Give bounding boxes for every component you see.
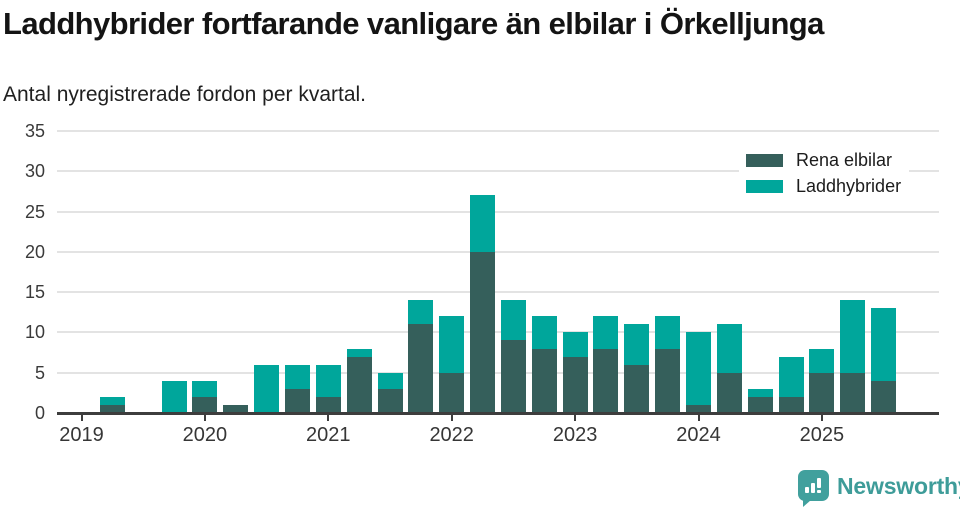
legend-label: Laddhybrider	[796, 175, 902, 196]
bar-segment-rena-elbilar	[778, 396, 804, 413]
bar-segment-rena-elbilar	[223, 404, 249, 413]
y-axis-tick-label: 5	[34, 362, 45, 383]
bar-segment-laddhybrider	[346, 348, 372, 357]
bar-segment-rena-elbilar	[809, 372, 835, 413]
bar-segment-laddhybrider	[747, 388, 773, 397]
legend-swatch-rena-elbilar	[746, 153, 783, 167]
logo-exclamation-stem-icon	[817, 478, 821, 488]
bar-segment-laddhybrider	[562, 332, 588, 357]
bar-segment-rena-elbilar	[500, 340, 526, 413]
bar-segment-rena-elbilar	[439, 372, 465, 413]
legend: Rena elbilar Laddhybrider	[739, 145, 910, 202]
bar-segment-rena-elbilar	[346, 356, 372, 413]
bar-segment-rena-elbilar	[593, 348, 619, 413]
bar-segment-laddhybrider	[624, 324, 650, 365]
x-axis-tick	[574, 414, 577, 421]
bar-segment-rena-elbilar	[747, 396, 773, 413]
bar-segment-rena-elbilar	[624, 364, 650, 413]
bar-segment-rena-elbilar	[655, 348, 681, 413]
y-axis-tick-label: 20	[24, 241, 45, 262]
bar-segment-rena-elbilar	[315, 396, 341, 413]
bar-segment-laddhybrider	[840, 300, 866, 373]
bar-segment-laddhybrider	[284, 364, 310, 389]
logo-exclamation-dot-icon	[817, 490, 821, 493]
bar-segment-laddhybrider	[254, 364, 280, 413]
bar-segment-laddhybrider	[593, 316, 619, 349]
bar-segment-laddhybrider	[655, 316, 681, 349]
y-axis-tick-label: 35	[24, 121, 45, 141]
speech-bubble-tail-icon	[803, 500, 811, 507]
y-axis-tick-label: 25	[24, 201, 45, 222]
bar-segment-laddhybrider	[377, 372, 403, 389]
chart-subtitle: Antal nyregistrerade fordon per kvartal.	[3, 83, 367, 106]
y-axis-tick-label: 10	[24, 322, 45, 343]
legend-item-rena-elbilar: Rena elbilar	[746, 147, 901, 173]
x-axis-year-label: 2024	[676, 424, 721, 446]
bar-segment-rena-elbilar	[470, 251, 496, 413]
bar-segment-rena-elbilar	[686, 404, 711, 413]
bar-segment-rena-elbilar	[284, 388, 310, 413]
gridline	[57, 170, 939, 173]
x-axis-tick	[820, 414, 823, 421]
y-axis-tick-label: 30	[24, 161, 45, 182]
x-axis-tick	[80, 414, 83, 421]
bar-segment-laddhybrider	[531, 316, 557, 349]
bar-segment-rena-elbilar	[408, 324, 434, 413]
logo-bar-icon	[811, 483, 815, 493]
gridline	[57, 291, 939, 294]
bar-segment-laddhybrider	[778, 356, 804, 397]
bar-segment-rena-elbilar	[716, 372, 742, 413]
gridline	[57, 371, 939, 374]
newsworthy-brand-text: Newsworthy	[837, 473, 960, 499]
bar-segment-rena-elbilar	[562, 356, 588, 413]
bar-segment-rena-elbilar	[871, 380, 897, 413]
x-axis-year-label: 2025	[799, 424, 845, 446]
gridline	[57, 250, 939, 253]
bar-segment-rena-elbilar	[531, 348, 557, 413]
bar-segment-laddhybrider	[686, 332, 711, 405]
bar-segment-rena-elbilar	[377, 388, 403, 413]
bar-segment-laddhybrider	[871, 308, 897, 381]
x-axis-year-label: 2022	[429, 424, 474, 446]
bar-segment-laddhybrider	[716, 324, 742, 373]
x-axis-year-label: 2020	[182, 424, 228, 446]
x-axis-year-label: 2019	[59, 424, 104, 446]
bar-segment-laddhybrider	[500, 300, 526, 341]
x-axis-tick	[450, 414, 453, 421]
bar-segment-laddhybrider	[470, 195, 496, 252]
gridline	[57, 331, 939, 334]
bar-segment-laddhybrider	[192, 380, 218, 397]
bar-segment-laddhybrider	[161, 380, 187, 413]
x-axis-year-label: 2023	[552, 424, 598, 446]
bar-segment-rena-elbilar	[192, 396, 218, 413]
gridline	[57, 210, 939, 213]
y-axis-tick-label: 0	[34, 403, 45, 423]
y-axis-tick-label: 15	[24, 282, 45, 303]
gridline	[57, 130, 939, 132]
bar-segment-laddhybrider	[408, 300, 434, 325]
newsworthy-logo-icon	[798, 470, 829, 507]
bar-segment-laddhybrider	[315, 364, 341, 397]
x-axis-line	[57, 412, 939, 415]
bar-segment-rena-elbilar	[840, 372, 866, 413]
x-axis-tick	[327, 414, 330, 421]
bar-segment-laddhybrider	[439, 316, 465, 373]
legend-label: Rena elbilar	[796, 149, 893, 170]
logo-bar-icon	[805, 487, 809, 493]
legend-swatch-laddhybrider	[746, 179, 783, 193]
x-axis-year-label: 2021	[306, 424, 351, 446]
bar-segment-laddhybrider	[99, 396, 125, 405]
chart-title: Laddhybrider fortfarande vanligare än el…	[3, 6, 824, 41]
newsworthy-logo[interactable]: Newsworthy	[798, 470, 960, 507]
bar-segment-laddhybrider	[809, 348, 835, 373]
bar-segment-rena-elbilar	[99, 404, 125, 413]
x-axis-tick	[203, 414, 206, 421]
legend-item-laddhybrider: Laddhybrider	[746, 173, 901, 199]
x-axis-tick	[697, 414, 700, 421]
